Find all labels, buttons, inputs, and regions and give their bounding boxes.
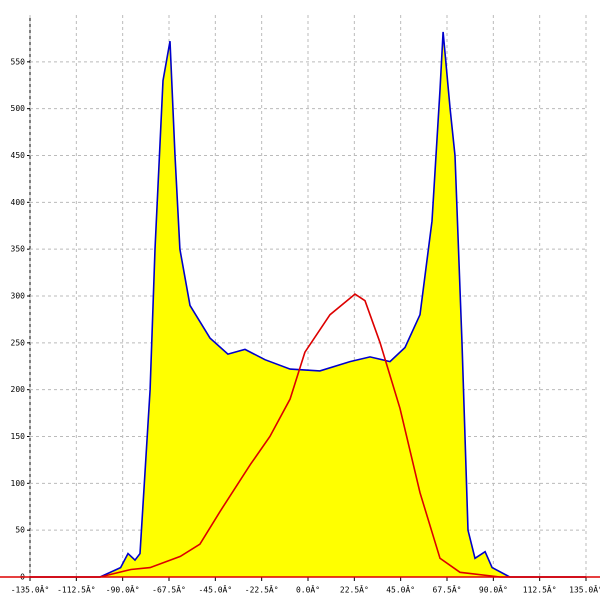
x-tick-label: -135.0Â°: [11, 584, 50, 595]
x-tick-label: -112.5Â°: [57, 584, 96, 595]
y-tick-label: 250: [11, 338, 26, 347]
x-tick-label: 67.5Â°: [433, 584, 462, 595]
x-tick-label: 112.5Â°: [523, 584, 557, 595]
y-tick-label: 150: [11, 432, 26, 441]
y-tick-label: 200: [11, 385, 26, 394]
x-tick-label: 135.0Â°: [569, 584, 600, 595]
line: [30, 293, 586, 578]
y-tick-label: 500: [11, 104, 26, 113]
y-tick-label: 50: [15, 526, 25, 535]
x-tick-label: 90.0Â°: [479, 584, 508, 595]
y-tick-label: 100: [11, 479, 26, 488]
x-tick-label: -22.5Â°: [245, 584, 279, 595]
x-tick-label: -45.0Â°: [198, 584, 232, 595]
y-tick-label: 400: [11, 198, 26, 207]
x-tick-label: 22.5Â°: [340, 584, 369, 595]
y-tick-label: 450: [11, 151, 26, 160]
y-tick-label: 350: [11, 245, 26, 254]
y-tick-label: 550: [11, 57, 26, 66]
y-tick-label: 300: [11, 292, 26, 301]
area-fill: [30, 31, 586, 577]
x-tick-label: -90.0Â°: [106, 584, 140, 595]
area-outline: [30, 31, 586, 578]
x-tick-label: 45.0Â°: [386, 584, 415, 595]
x-tick-label: -67.5Â°: [152, 584, 186, 595]
x-tick-label: 0.0Â°: [296, 584, 320, 595]
